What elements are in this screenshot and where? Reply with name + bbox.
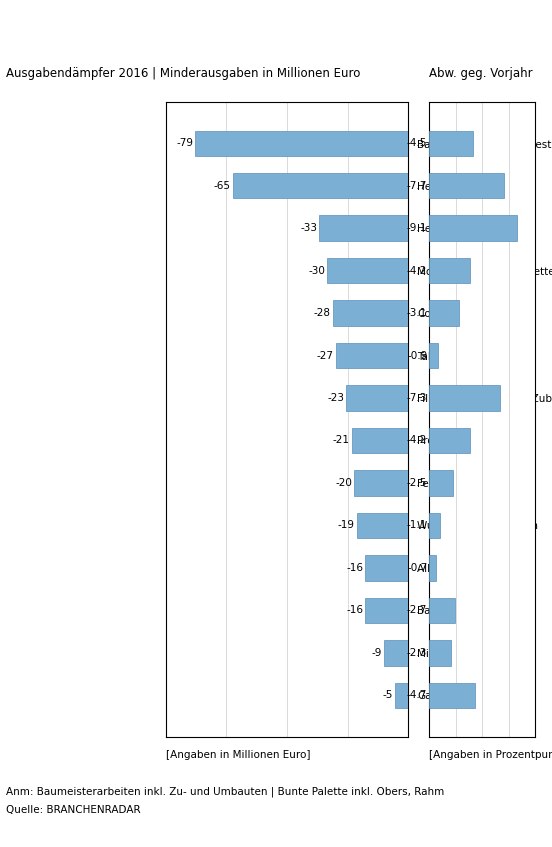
Text: -28: -28 [314, 308, 331, 318]
Bar [429, 385, 500, 411]
Text: -79: -79 [176, 138, 193, 148]
Bar [233, 173, 408, 198]
Bar [384, 640, 408, 666]
Bar [429, 301, 459, 326]
Bar [429, 215, 517, 241]
Bar [336, 343, 408, 368]
Text: -20: -20 [336, 478, 352, 488]
Bar [346, 385, 408, 411]
Text: -9.1: -9.1 [407, 223, 427, 233]
Text: Quelle: BRANCHENRADAR: Quelle: BRANCHENRADAR [6, 805, 140, 815]
Text: -4.7: -4.7 [407, 690, 427, 700]
Text: -9: -9 [371, 648, 382, 658]
Bar [319, 215, 408, 241]
Text: -4.2: -4.2 [407, 435, 427, 446]
Bar [429, 598, 455, 623]
Text: Ausgabendämpfer 2016 | Minderausgaben in Millionen Euro: Ausgabendämpfer 2016 | Minderausgaben in… [6, 68, 360, 80]
Bar [357, 512, 408, 538]
Bar [429, 428, 470, 453]
Text: -33: -33 [300, 223, 317, 233]
Bar [429, 470, 453, 495]
Bar [365, 598, 408, 623]
Text: -2.5: -2.5 [407, 478, 427, 488]
Text: -65: -65 [214, 180, 231, 191]
Text: -2.3: -2.3 [407, 648, 427, 658]
Text: -21: -21 [332, 435, 349, 446]
Text: -16: -16 [346, 563, 363, 573]
Text: -0.9: -0.9 [407, 351, 427, 361]
Bar [352, 428, 408, 453]
Text: -4.5: -4.5 [407, 138, 427, 148]
Bar [195, 130, 408, 156]
Text: -7.3: -7.3 [407, 393, 427, 403]
Text: -4.2: -4.2 [407, 266, 427, 275]
Bar [429, 173, 503, 198]
Bar [365, 555, 408, 581]
Text: -1.1: -1.1 [407, 520, 427, 530]
Bar [429, 640, 452, 666]
Text: -27: -27 [316, 351, 333, 361]
Text: -30: -30 [309, 266, 325, 275]
Bar [327, 257, 408, 284]
Text: -3.1: -3.1 [407, 308, 427, 318]
Text: -19: -19 [338, 520, 355, 530]
Bar [429, 130, 473, 156]
Text: -0.7: -0.7 [407, 563, 427, 573]
Bar [395, 683, 408, 708]
Bar [429, 683, 475, 708]
Text: Anm: Baumeisterarbeiten inkl. Zu- und Umbauten | Bunte Palette inkl. Obers, Rahm: Anm: Baumeisterarbeiten inkl. Zu- und Um… [6, 787, 444, 797]
Text: [Angaben in Prozentpunkte]: [Angaben in Prozentpunkte] [429, 750, 552, 760]
Text: [Angaben in Millionen Euro]: [Angaben in Millionen Euro] [166, 750, 310, 760]
Text: -2.7: -2.7 [407, 606, 427, 616]
Text: Abw. geg. Vorjahr: Abw. geg. Vorjahr [429, 68, 533, 80]
Text: -5: -5 [383, 690, 392, 700]
Bar [429, 343, 438, 368]
Text: -7.7: -7.7 [407, 180, 427, 191]
Bar [429, 555, 436, 581]
Bar [429, 512, 440, 538]
Bar [429, 257, 470, 284]
Text: -16: -16 [346, 606, 363, 616]
Bar [333, 301, 408, 326]
Bar [354, 470, 408, 495]
Text: -23: -23 [327, 393, 344, 403]
